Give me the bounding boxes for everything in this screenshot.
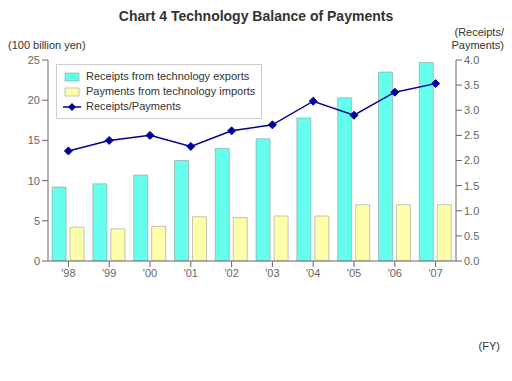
svg-text:15: 15 bbox=[28, 134, 40, 146]
svg-text:25: 25 bbox=[28, 54, 40, 66]
svg-text:20: 20 bbox=[28, 94, 40, 106]
svg-text:4.0: 4.0 bbox=[464, 54, 479, 66]
svg-text:0.0: 0.0 bbox=[464, 255, 479, 267]
svg-text:0.5: 0.5 bbox=[464, 230, 479, 242]
svg-text:'04: '04 bbox=[306, 267, 320, 279]
svg-text:2.0: 2.0 bbox=[464, 154, 479, 166]
html-text:Receipts/Payments: Receipts/Payments bbox=[86, 100, 181, 112]
svg-text:'03: '03 bbox=[265, 267, 279, 279]
html-text:Payments from technology impor: Payments from technology imports bbox=[86, 85, 256, 97]
svg-text:'98: '98 bbox=[61, 267, 75, 279]
svg-text:'99: '99 bbox=[102, 267, 116, 279]
html-text:Receipts from technology expor: Receipts from technology exports bbox=[86, 70, 250, 82]
svg-text:1.0: 1.0 bbox=[464, 205, 479, 217]
svg-text:1.5: 1.5 bbox=[464, 180, 479, 192]
svg-text:'06: '06 bbox=[388, 267, 402, 279]
html-text:(Receipts/ Payments): (Receipts/ Payments) bbox=[451, 26, 504, 51]
svg-text:'00: '00 bbox=[143, 267, 157, 279]
svg-text:'02: '02 bbox=[224, 267, 238, 279]
svg-text:0: 0 bbox=[34, 255, 40, 267]
html-text:(100 billion yen): (100 billion yen) bbox=[8, 39, 86, 51]
svg-text:'05: '05 bbox=[347, 267, 361, 279]
svg-text:5: 5 bbox=[34, 215, 40, 227]
svg-text:'07: '07 bbox=[428, 267, 442, 279]
html-text:Chart 4 Technology Balance of: Chart 4 Technology Balance of Payments bbox=[118, 8, 394, 24]
svg-text:10: 10 bbox=[28, 175, 40, 187]
html-text:(FY): (FY) bbox=[478, 340, 500, 352]
svg-text:3.5: 3.5 bbox=[464, 79, 479, 91]
svg-text:2.5: 2.5 bbox=[464, 129, 479, 141]
svg-text:3.0: 3.0 bbox=[464, 104, 479, 116]
svg-text:'01: '01 bbox=[184, 267, 198, 279]
